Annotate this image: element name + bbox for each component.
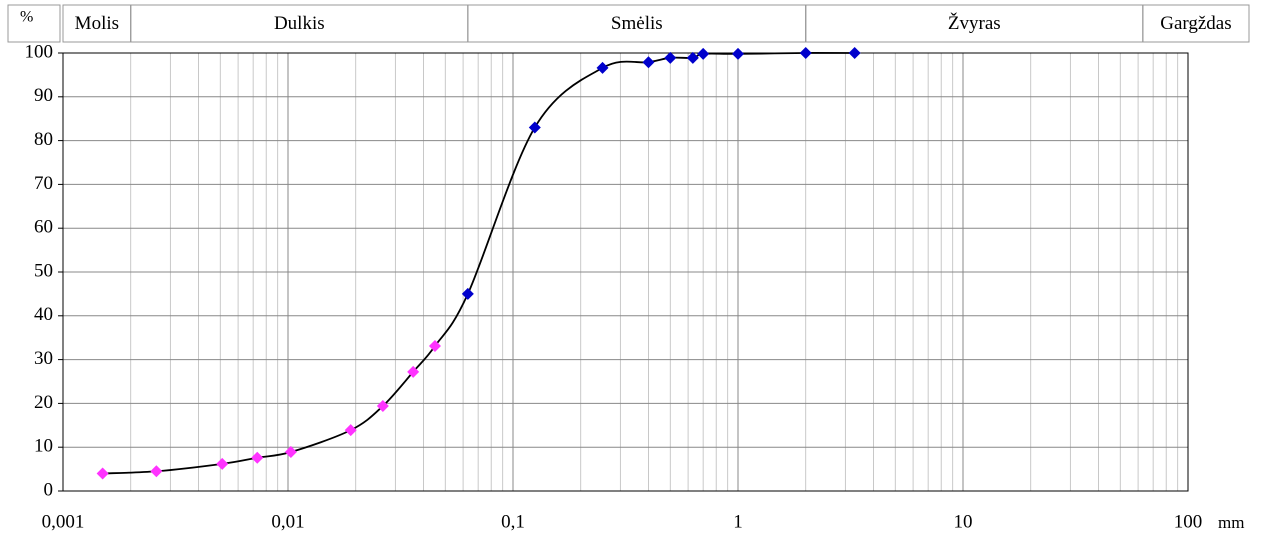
point (697, 47, 710, 60)
y-tick-label: 0 (44, 479, 54, 500)
point (799, 47, 812, 59)
band-label: Žvyras (948, 12, 1001, 34)
point (686, 51, 699, 64)
y-tick-label: 50 (34, 260, 53, 281)
band-label: Smėlis (611, 13, 663, 34)
band-label: Gargždas (1160, 13, 1231, 34)
x-axis-label: mm (1218, 513, 1244, 532)
y-axis-label: % (20, 9, 33, 26)
unit-box (7, 4, 61, 43)
point (344, 424, 357, 437)
curve (102, 52, 855, 475)
y-tick-label: 40 (34, 304, 53, 325)
y-tick-label: 70 (34, 173, 53, 194)
point (596, 61, 609, 74)
x-tick-label: 10 (954, 511, 973, 532)
point (732, 47, 744, 60)
point (251, 451, 264, 464)
point (848, 47, 861, 59)
point (664, 51, 677, 64)
x-tick-label: 0,001 (42, 511, 85, 532)
point (528, 121, 541, 134)
point (150, 465, 163, 478)
point (284, 446, 297, 459)
band-label: Molis (75, 13, 119, 34)
band-label: Dulkis (274, 13, 325, 34)
x-tick-label: 1 (733, 511, 743, 532)
y-tick-label: 80 (34, 129, 53, 150)
point (461, 287, 474, 300)
point (96, 467, 109, 480)
y-tick-label: 100 (25, 41, 54, 62)
x-tick-label: 0,01 (271, 511, 304, 532)
y-tick-label: 20 (34, 392, 53, 413)
point (407, 365, 420, 378)
y-tick-label: 10 (34, 436, 53, 457)
y-tick-label: 90 (34, 85, 53, 106)
x-tick-label: 0,1 (501, 511, 525, 532)
y-tick-label: 30 (34, 348, 53, 369)
y-tick-label: 60 (34, 217, 53, 238)
point (376, 400, 389, 413)
x-tick-label: 100 (1174, 511, 1203, 532)
point (428, 340, 441, 353)
point (216, 457, 229, 470)
plot-frame (62, 52, 1189, 492)
point (642, 56, 655, 69)
